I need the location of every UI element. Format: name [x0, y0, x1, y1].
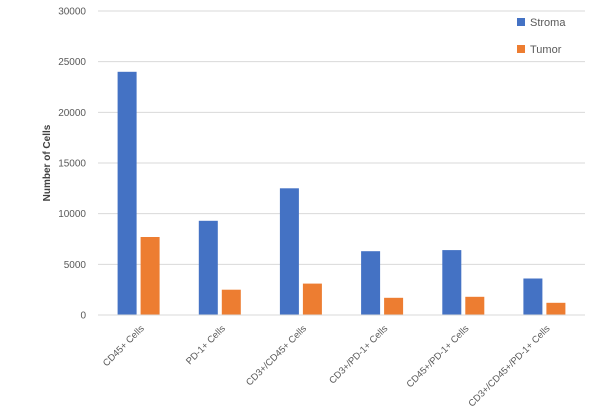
y-tick-label: 25000: [58, 57, 86, 68]
bar-tumor-2: [302, 283, 322, 315]
legend-label-tumor: Tumor: [530, 44, 562, 56]
legend: Stroma Tumor: [517, 17, 566, 56]
legend-label-stroma: Stroma: [530, 17, 566, 29]
bar-tumor-5: [546, 302, 566, 315]
y-tick-label: 20000: [58, 108, 86, 119]
y-axis-ticks: 0 5000 10000 15000 20000 25000 30000: [58, 7, 86, 322]
legend-swatch-tumor: [517, 45, 525, 53]
y-tick-label: 15000: [58, 159, 86, 170]
bar-tumor-3: [384, 297, 404, 315]
y-tick-label: 0: [80, 311, 86, 322]
bar-stroma-3: [361, 251, 381, 315]
x-axis-ticks: CD45+ Cells PD-1+ Cells CD3+/CD45+ Cells CD…: [101, 323, 553, 409]
gridlines: [98, 10, 585, 265]
bar-tumor-1: [221, 289, 241, 315]
bar-stroma-0: [117, 71, 137, 315]
legend-swatch-stroma: [517, 18, 525, 26]
y-axis-title: Number of Cells: [42, 124, 53, 201]
y-tick-label: 30000: [58, 7, 86, 18]
y-tick-label: 10000: [58, 209, 86, 220]
x-tick-label: CD45+ Cells: [101, 323, 147, 369]
x-tick-label: PD-1+ Cells: [184, 323, 228, 367]
x-tick-label: CD45+/PD-1+ Cells: [405, 323, 472, 390]
bar-tumor-0: [140, 237, 160, 315]
y-tick-label: 5000: [64, 260, 87, 271]
x-tick-label: CD3+/CD45+ Cells: [244, 323, 309, 388]
bar-tumor-4: [465, 296, 485, 315]
bar-stroma-2: [279, 188, 299, 315]
bar-stroma-1: [198, 220, 218, 315]
bars: [117, 71, 566, 315]
x-tick-label: CD3+/PD-1+ Cells: [327, 323, 390, 386]
bar-stroma-5: [523, 278, 543, 315]
bar-stroma-4: [442, 250, 462, 315]
x-tick-label: CD3+/CD45+/PD-1+ Cells: [467, 323, 553, 409]
